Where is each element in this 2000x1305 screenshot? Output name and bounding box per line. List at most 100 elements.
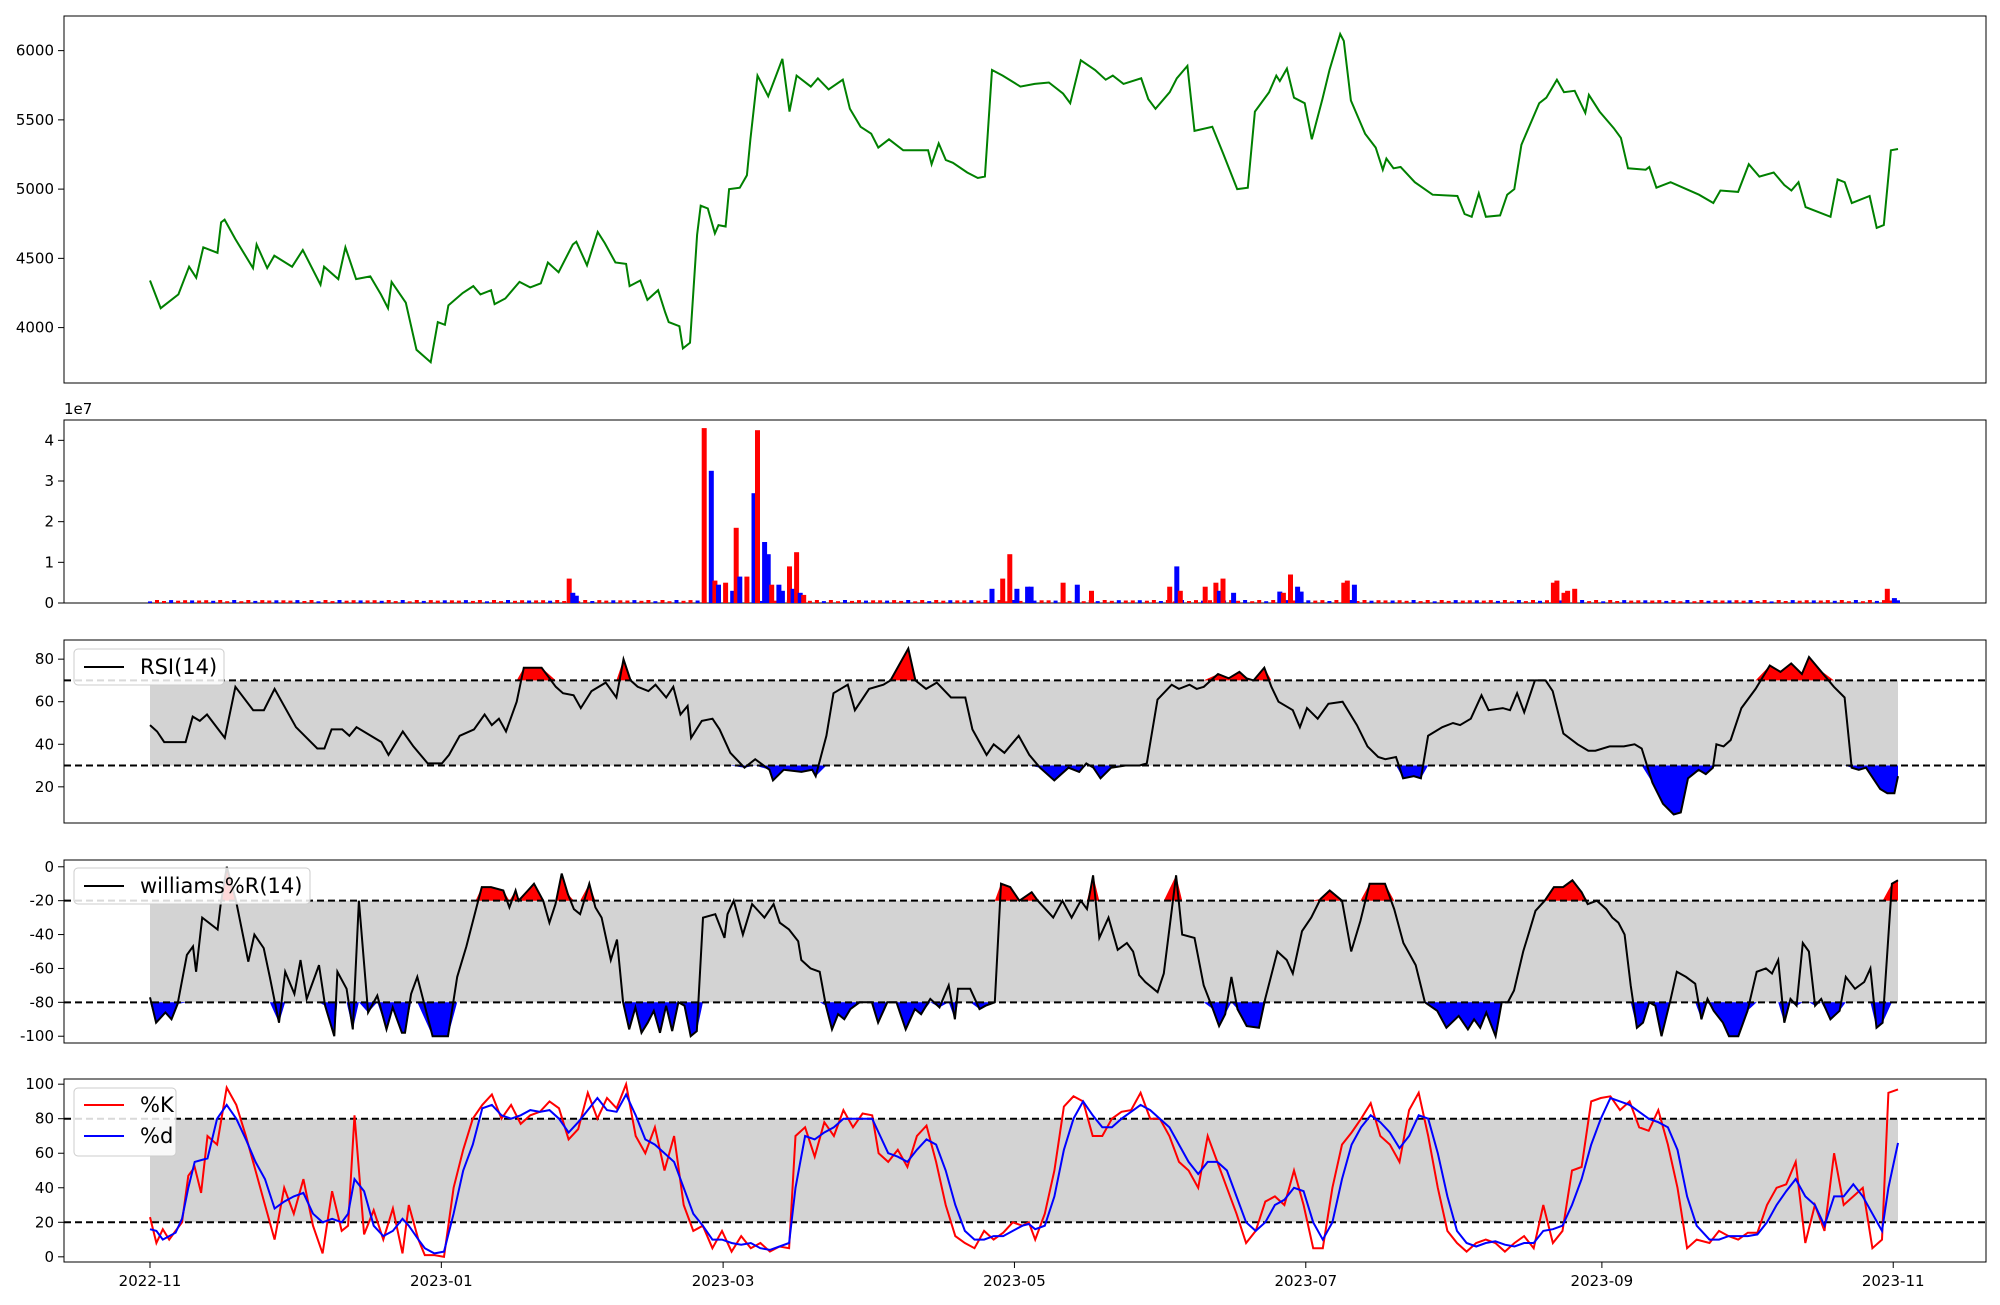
volume-bar — [934, 600, 939, 603]
volume-bar — [1650, 600, 1655, 603]
stochastic-panel-frame — [63, 1078, 1987, 1263]
volume-panel: 1e7 0 1 2 3 4 — [44, 400, 1987, 612]
volume-bar — [169, 600, 174, 603]
volume-bar — [1432, 601, 1437, 603]
volume-bar — [190, 600, 195, 603]
volume-bar — [1713, 600, 1718, 603]
volume-bar — [892, 600, 897, 603]
volume-bar — [836, 601, 840, 603]
volume-bar — [148, 601, 152, 603]
volume-bar — [906, 600, 911, 603]
volume-bar — [337, 600, 342, 603]
xtick-label: 2023-03 — [692, 1272, 755, 1290]
volume-bar — [204, 600, 209, 603]
ytick-label: 0 — [44, 1248, 54, 1266]
volume-bar — [176, 600, 181, 603]
volume-bar — [1213, 582, 1219, 603]
volume-bar — [1257, 600, 1262, 603]
volume-bar — [260, 600, 265, 603]
volume-bar — [787, 566, 792, 603]
volume-bar — [351, 600, 356, 603]
volume-bar — [1755, 601, 1760, 603]
volume-bar — [1797, 600, 1802, 603]
volume-bar — [955, 600, 960, 603]
k-legend-label: %K — [140, 1093, 175, 1117]
volume-bar — [1636, 600, 1641, 603]
volume-bar — [797, 592, 803, 603]
volume-bar — [864, 600, 868, 603]
volume-bar — [983, 600, 988, 603]
volume-bar — [1280, 592, 1286, 603]
volume-bar — [821, 601, 826, 603]
price-panel-frame — [63, 15, 1987, 384]
volume-bar — [962, 600, 967, 603]
volume-bar — [499, 601, 503, 603]
ytick-label: 60 — [35, 693, 54, 711]
volume-bar — [1594, 600, 1599, 603]
stochastic-panel: 0 20 40 60 80 100 2022-11 2023-01 2023-03 2023-0… — [25, 1075, 1987, 1290]
volume-bar — [927, 601, 932, 603]
volume-bar — [790, 588, 796, 603]
volume-bar — [1295, 586, 1301, 603]
volume-bar — [611, 600, 616, 603]
volume-bar — [534, 600, 539, 603]
volume-bar — [1643, 600, 1648, 603]
volume-bar — [1580, 600, 1585, 603]
xtick-label: 2023-01 — [410, 1272, 473, 1290]
volume-bar — [1425, 600, 1430, 603]
volume-bar — [1344, 580, 1350, 603]
volume-bar — [1220, 578, 1226, 603]
volume-bar — [1095, 601, 1100, 603]
volume-bar — [1089, 590, 1094, 603]
volume-bar — [1306, 600, 1311, 603]
volume-bar — [1727, 600, 1732, 603]
volume-bar — [323, 600, 328, 603]
volume-bar — [379, 600, 384, 603]
volume-bar — [723, 582, 729, 603]
volume-bar — [218, 600, 223, 603]
ytick-label: 80 — [35, 1110, 54, 1128]
volume-bar — [477, 600, 482, 603]
volume-bar — [1790, 600, 1795, 603]
volume-bar — [1177, 590, 1183, 603]
volume-bar — [386, 600, 391, 603]
ytick-label: -80 — [30, 993, 55, 1011]
volume-bar — [1889, 600, 1893, 603]
volume-bar — [857, 600, 861, 603]
date-xticks: 2022-11 2023-01 2023-03 2023-05 2023-07 2023-… — [119, 1262, 1925, 1290]
volume-bar — [1288, 574, 1293, 603]
ytick-label: 5500 — [16, 111, 54, 129]
volume-bar — [1411, 600, 1416, 603]
ytick-label: 80 — [35, 650, 54, 668]
ytick-label: 40 — [35, 1179, 54, 1197]
xtick-label: 2023-09 — [1571, 1272, 1634, 1290]
volume-bar — [695, 600, 700, 603]
rsi-plot — [64, 645, 1986, 816]
volume-bar — [1404, 600, 1409, 603]
volume-bar — [520, 600, 525, 603]
volume-bar — [618, 600, 623, 603]
volume-bar — [358, 600, 363, 603]
volume-bar — [555, 600, 560, 603]
volume-bar — [1158, 601, 1163, 603]
volume-bar — [1874, 600, 1879, 603]
volume-bar — [597, 600, 602, 603]
volume-bar — [1509, 601, 1514, 603]
volume-bar — [1039, 600, 1044, 603]
volume-bar — [941, 600, 946, 603]
volume-bar — [814, 600, 819, 603]
volume-bar — [1882, 600, 1886, 603]
xtick-label: 2023-11 — [1862, 1272, 1925, 1290]
volume-bar — [1313, 600, 1318, 603]
williams-plot — [64, 866, 1986, 1040]
volume-bar — [969, 600, 974, 603]
volume-bar — [712, 580, 718, 603]
volume-bar — [1559, 600, 1563, 603]
volume-bar — [492, 600, 496, 603]
volume-bar — [548, 600, 553, 603]
volume-bar — [1474, 600, 1479, 603]
volume-bar — [1018, 600, 1023, 603]
volume-bar — [1495, 600, 1500, 603]
volume-bar — [183, 600, 188, 603]
